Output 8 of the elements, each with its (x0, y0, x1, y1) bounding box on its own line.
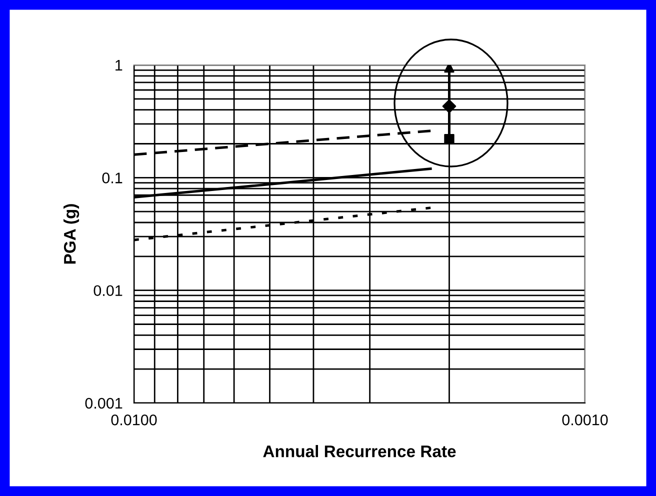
x-axis-title: Annual Recurrence Rate (263, 445, 456, 458)
y-tick-label: 0.1 (102, 172, 122, 184)
x-tick-label: 0.0100 (111, 414, 157, 426)
y-tick-label: 1 (116, 60, 122, 71)
y-tick-label: 0.01 (94, 285, 122, 296)
y-tick-label: 0.001 (85, 398, 122, 409)
x-tick-label: 0.0010 (562, 414, 608, 426)
y-axis-title: PGA (g) (63, 204, 80, 264)
